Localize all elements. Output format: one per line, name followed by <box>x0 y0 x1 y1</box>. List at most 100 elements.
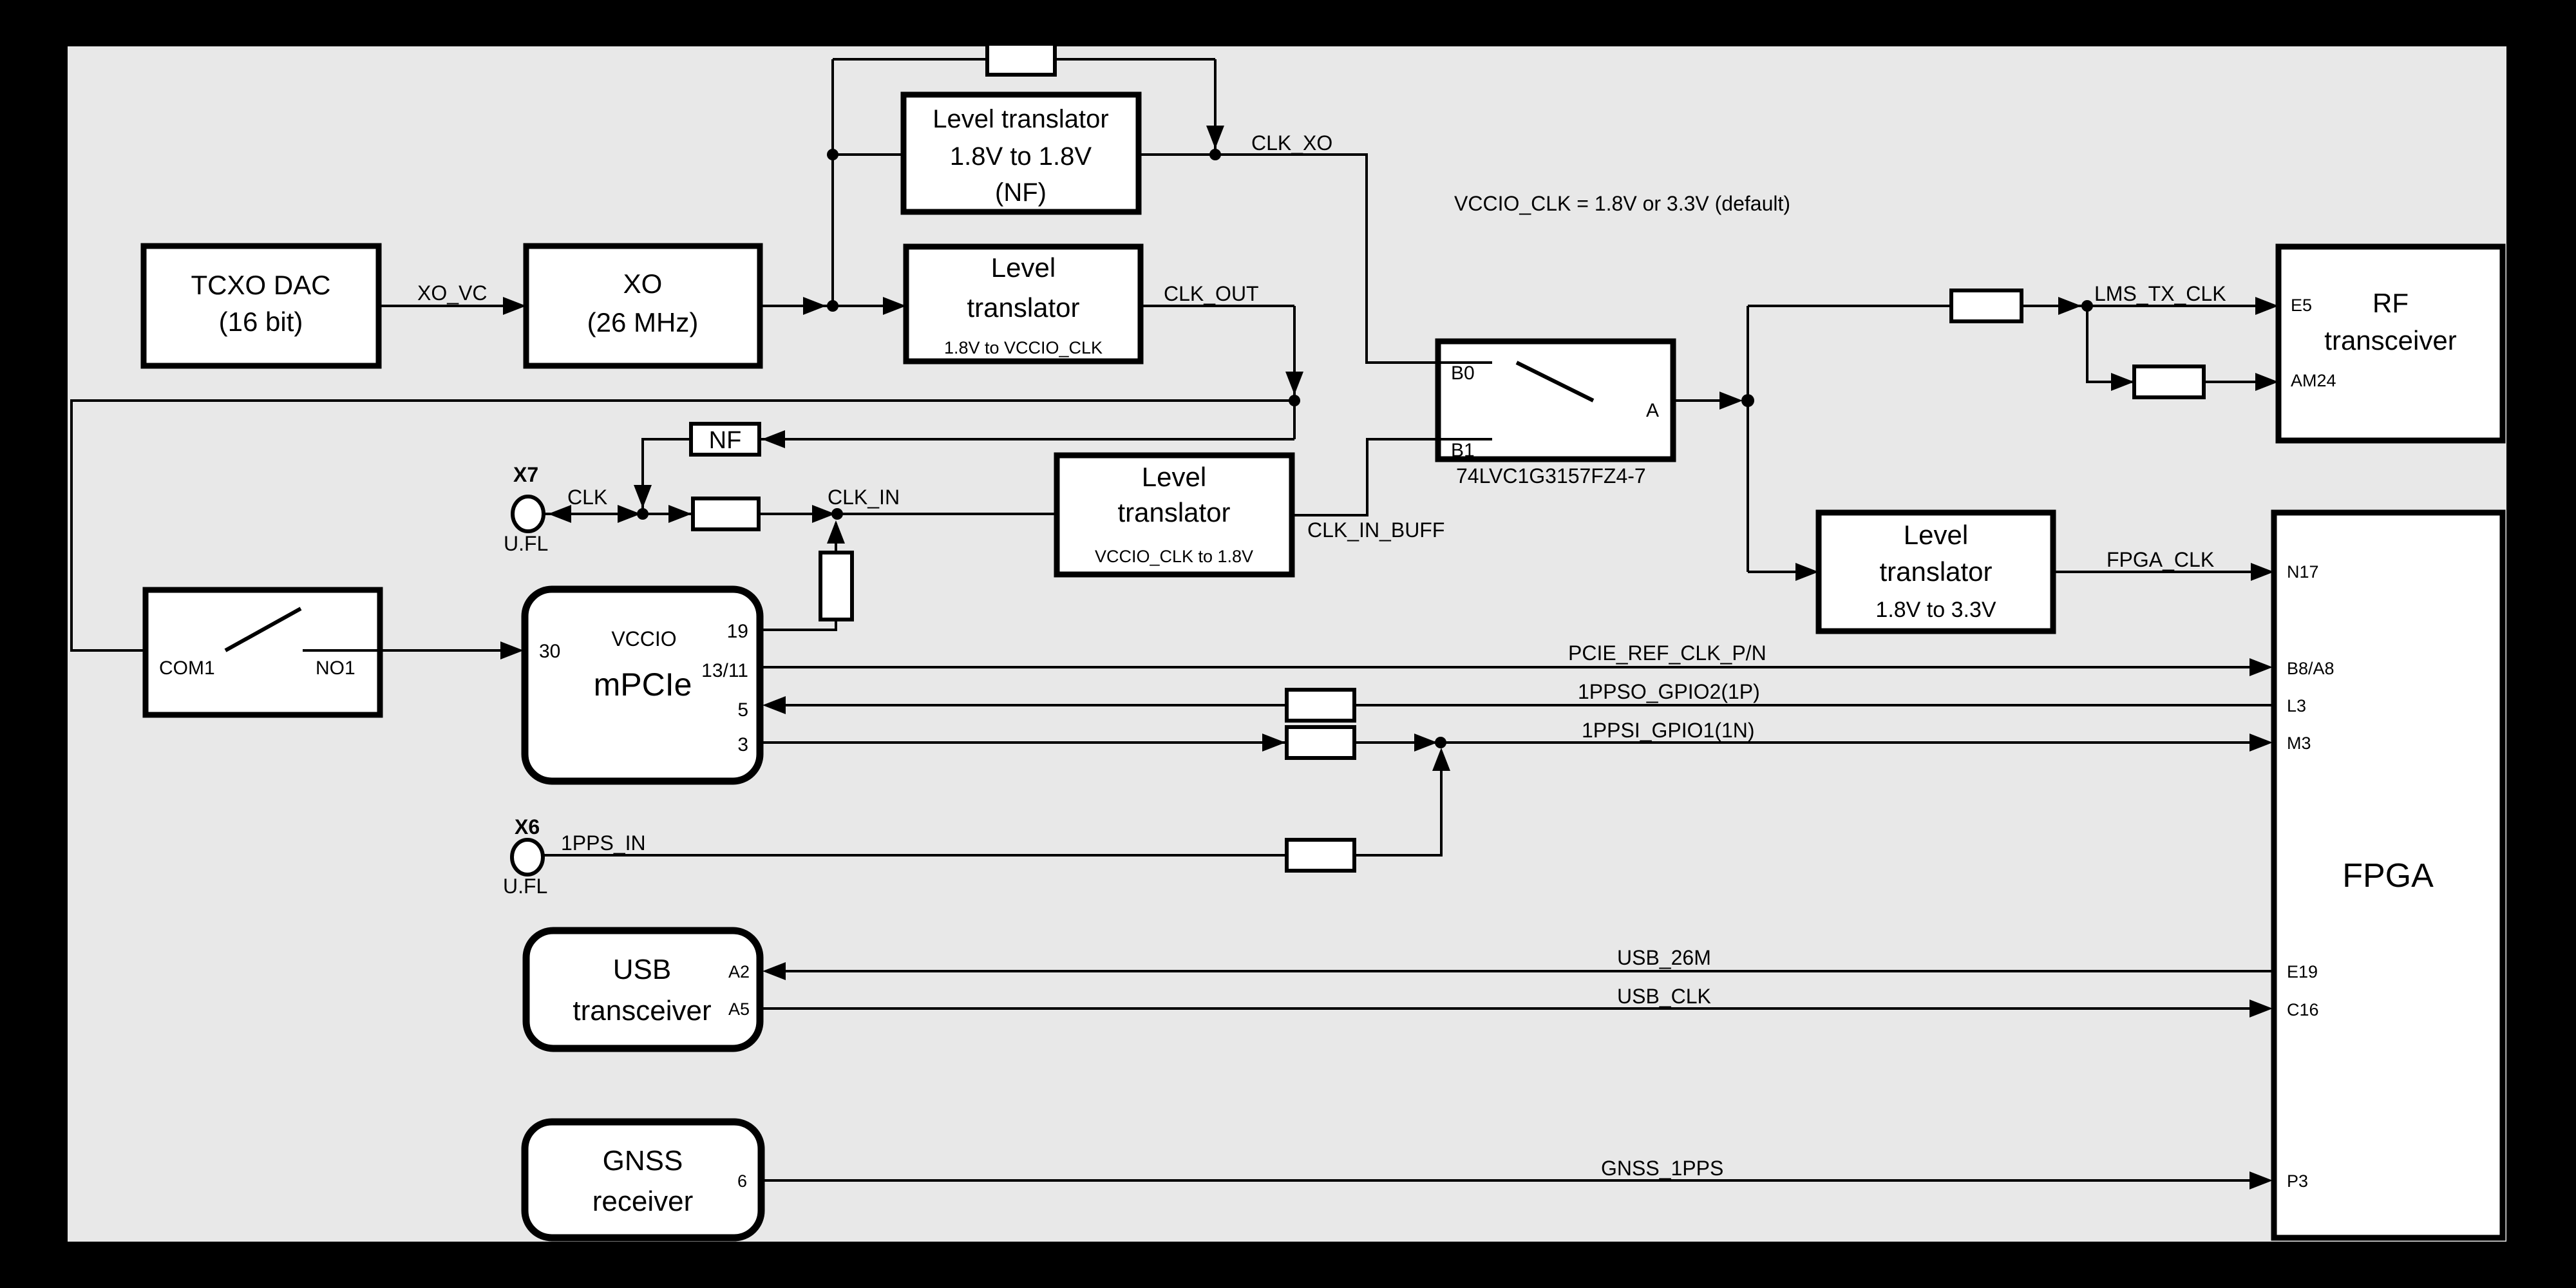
signal-nf: NF <box>709 427 742 454</box>
x7-label: X7 <box>513 463 538 486</box>
mpcie-block <box>521 585 764 785</box>
level-translator-nf-block <box>900 91 1142 215</box>
fpga-pin-n17: N17 <box>2287 562 2319 582</box>
signal-lms-tx-clk: LMS_TX_CLK <box>2094 282 2226 305</box>
lt-33-line2: translator <box>1879 556 1992 587</box>
lt-vccio-line1: Level <box>991 252 1056 283</box>
lt-18-line1: Level <box>1142 462 1206 492</box>
switch-block <box>142 587 383 718</box>
note-vccio-clk: VCCIO_CLK = 1.8V or 3.3V (default) <box>1454 192 1790 215</box>
fpga-pin-l3: L3 <box>2287 696 2306 715</box>
resistor-clk <box>691 497 761 531</box>
lt-nf-line3: (NF) <box>995 178 1046 207</box>
resistor-top <box>985 42 1057 77</box>
tcxo-dac-block <box>140 243 382 369</box>
signal-fpga-clk: FPGA_CLK <box>2107 548 2214 571</box>
mux-b0-label: B0 <box>1451 363 1475 384</box>
usb-pin-a2: A2 <box>728 962 750 981</box>
usb-label: USB <box>613 954 671 985</box>
rf-label: RF <box>2372 288 2409 318</box>
x6-label: X6 <box>515 815 540 838</box>
gnss-pin-6: 6 <box>737 1171 747 1191</box>
mux-internals <box>1438 361 1595 440</box>
resistor-clk-in-vertical <box>819 551 854 621</box>
switch-no1-label: NO1 <box>316 658 355 679</box>
resistor-ppso <box>1285 688 1356 723</box>
lt-vccio-line3: 1.8V to VCCIO_CLK <box>944 338 1103 357</box>
signal-usb-clk: USB_CLK <box>1617 985 1711 1008</box>
rf-pin-am24: AM24 <box>2291 371 2336 390</box>
gnss-label: GNSS <box>603 1145 683 1177</box>
mux-part-number: 74LVC1G3157FZ4-7 <box>1456 464 1646 488</box>
fpga-pin-c16: C16 <box>2287 1000 2319 1019</box>
signal-pcie-ref-clk: PCIE_REF_CLK_P/N <box>1568 641 1766 665</box>
x7-type-label: U.FL <box>504 532 548 555</box>
signal-xo-vc: XO_VC <box>417 281 487 305</box>
mux-b1-label: B1 <box>1451 440 1475 461</box>
xo-label: XO <box>623 269 663 299</box>
usb-sublabel: transceiver <box>573 995 711 1027</box>
rf-transceiver-block <box>2275 243 2506 444</box>
resistor-ppsi <box>1285 725 1356 760</box>
mpcie-pin-30: 30 <box>539 641 560 662</box>
usb-pin-a5: A5 <box>728 999 750 1019</box>
gnss-sublabel: receiver <box>592 1186 694 1217</box>
lt-18-line2: translator <box>1117 497 1230 527</box>
mpcie-pin-19: 19 <box>727 621 748 642</box>
mpcie-pin-5: 5 <box>737 699 748 721</box>
x6-ufl-connector <box>510 838 545 876</box>
switch-com1-label: COM1 <box>159 658 215 679</box>
mpcie-pin-13-11: 13/11 <box>701 660 748 681</box>
rf-sublabel: transceiver <box>2324 325 2456 355</box>
lt-nf-line2: 1.8V to 1.8V <box>950 142 1092 171</box>
lt-33-line3: 1.8V to 3.3V <box>1875 598 1996 622</box>
signal-ppsi: 1PPSI_GPIO1(1N) <box>1582 719 1755 742</box>
level-translator-33-block <box>1815 509 2056 634</box>
usb-transceiver-block <box>522 927 764 1052</box>
signal-clk-out: CLK_OUT <box>1164 282 1259 305</box>
signal-labels: XO_VC CLK_XO CLK_OUT VCCIO_CLK = 1.8V or… <box>417 131 2226 1180</box>
level-translator-vccio-block <box>903 243 1144 365</box>
arrowheads <box>200 126 2278 1189</box>
signal-clk-in: CLK_IN <box>828 486 900 509</box>
resistor-pps-in <box>1285 838 1356 873</box>
signal-clk-xo: CLK_XO <box>1251 131 1332 155</box>
signal-usb-26m: USB_26M <box>1617 946 1711 969</box>
resistors <box>689 42 2206 873</box>
resistor-lms-e5 <box>1949 289 2023 323</box>
connector-labels: X7 U.FL X6 U.FL <box>503 463 548 898</box>
mux-a-label: A <box>1646 400 1659 421</box>
lt-33-line1: Level <box>1904 520 1968 550</box>
fpga-pin-b8a8: B8/A8 <box>2287 659 2334 678</box>
fpga-pin-m3: M3 <box>2287 734 2311 753</box>
blocks <box>140 91 2506 1242</box>
mpcie-pin-3: 3 <box>737 734 748 755</box>
fpga-pin-e19: E19 <box>2287 962 2318 981</box>
gnss-receiver-block <box>521 1118 765 1242</box>
tcxo-dac-label: TCXO DAC <box>191 270 330 300</box>
lt-18-line3: VCCIO_CLK to 1.8V <box>1095 547 1253 566</box>
x6-type-label: U.FL <box>503 875 547 898</box>
signal-clk-in-buff: CLK_IN_BUFF <box>1307 518 1444 542</box>
mpcie-vccio-label: VCCIO <box>611 627 676 650</box>
resistor-nf <box>689 422 761 457</box>
lt-nf-line1: Level translator <box>933 105 1108 133</box>
fpga-pin-p3: P3 <box>2287 1171 2308 1191</box>
signal-ppso: 1PPSO_GPIO2(1P) <box>1578 680 1760 703</box>
level-translator-18-block <box>1054 452 1295 578</box>
resistor-lms-am24 <box>2132 365 2206 399</box>
signal-pps-in: 1PPS_IN <box>561 831 646 855</box>
signal-gnss-1pps: GNSS_1PPS <box>1601 1157 1723 1180</box>
rf-pin-e5: E5 <box>2291 296 2312 315</box>
x7-ufl-connector <box>511 495 545 533</box>
mpcie-label: mPCIe <box>594 667 692 703</box>
tcxo-dac-sublabel: (16 bit) <box>219 307 303 337</box>
fpga-label: FPGA <box>2342 857 2434 895</box>
xo-sublabel: (26 MHz) <box>587 307 699 337</box>
switch-internals <box>224 607 380 652</box>
fpga-block <box>2271 509 2506 1241</box>
xo-block <box>523 243 763 369</box>
lt-vccio-line2: translator <box>967 292 1079 323</box>
